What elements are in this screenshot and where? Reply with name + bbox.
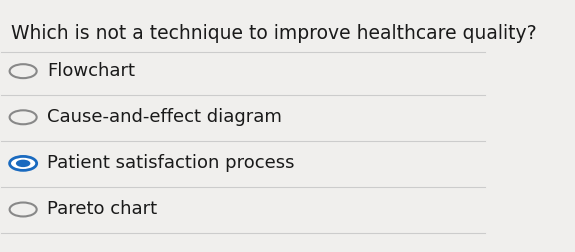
Text: Flowchart: Flowchart bbox=[47, 62, 135, 80]
Circle shape bbox=[10, 156, 37, 170]
Text: Which is not a technique to improve healthcare quality?: Which is not a technique to improve heal… bbox=[11, 24, 536, 43]
Text: Pareto chart: Pareto chart bbox=[47, 201, 158, 218]
Text: Patient satisfaction process: Patient satisfaction process bbox=[47, 154, 295, 172]
Circle shape bbox=[16, 160, 30, 167]
Text: Cause-and-effect diagram: Cause-and-effect diagram bbox=[47, 108, 282, 126]
